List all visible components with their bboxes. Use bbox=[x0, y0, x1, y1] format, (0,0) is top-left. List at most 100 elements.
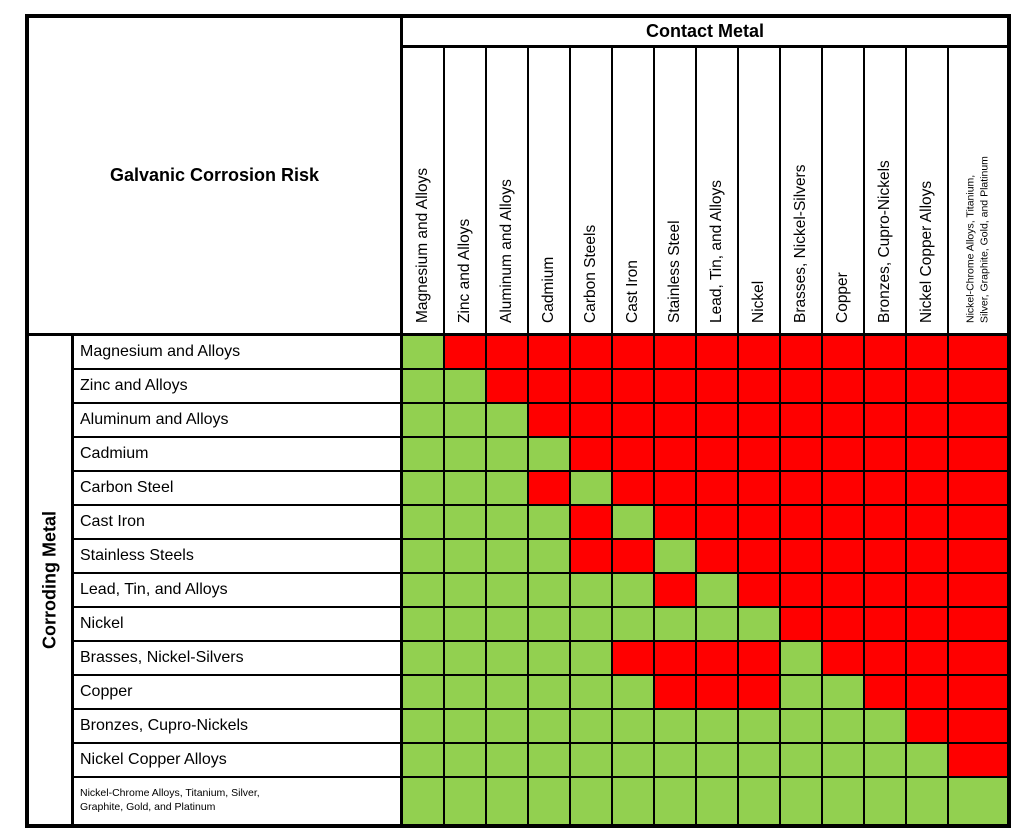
corrosion-risk-table: Galvanic Corrosion Risk Contact Metal Co… bbox=[25, 14, 1011, 828]
risk-cell bbox=[907, 608, 949, 642]
risk-cell bbox=[865, 710, 907, 744]
risk-cell bbox=[823, 370, 865, 404]
risk-cell bbox=[823, 472, 865, 506]
column-header-contact-metal: Cadmium bbox=[529, 48, 571, 336]
risk-cell bbox=[487, 642, 529, 676]
row-header-corroding-metal: Nickel Copper Alloys bbox=[74, 744, 403, 778]
risk-cell bbox=[571, 540, 613, 574]
column-header-contact-metal: Cast Iron bbox=[613, 48, 655, 336]
risk-cell bbox=[781, 404, 823, 438]
risk-cell bbox=[739, 506, 781, 540]
row-header-corroding-metal: Stainless Steels bbox=[74, 540, 403, 574]
risk-cell bbox=[613, 778, 655, 824]
risk-cell bbox=[487, 336, 529, 370]
risk-cell bbox=[781, 472, 823, 506]
column-header-label: Brasses, Nickel-Silvers bbox=[792, 164, 809, 323]
risk-cell bbox=[571, 370, 613, 404]
risk-cell bbox=[571, 642, 613, 676]
risk-cell bbox=[445, 574, 487, 608]
row-header-corroding-metal: Bronzes, Cupro-Nickels bbox=[74, 710, 403, 744]
risk-cell bbox=[907, 438, 949, 472]
column-header-label: Bronzes, Cupro-Nickels bbox=[876, 159, 893, 323]
risk-cell bbox=[781, 506, 823, 540]
column-header-contact-metal: Bronzes, Cupro-Nickels bbox=[865, 48, 907, 336]
column-header-contact-metal: Brasses, Nickel-Silvers bbox=[781, 48, 823, 336]
risk-cell bbox=[529, 778, 571, 824]
row-header-corroding-metal: Magnesium and Alloys bbox=[74, 336, 403, 370]
risk-cell bbox=[655, 472, 697, 506]
risk-cell bbox=[403, 574, 445, 608]
risk-cell bbox=[445, 404, 487, 438]
risk-cell bbox=[403, 710, 445, 744]
risk-cell bbox=[865, 336, 907, 370]
risk-cell bbox=[697, 676, 739, 710]
risk-cell bbox=[865, 472, 907, 506]
risk-cell bbox=[865, 540, 907, 574]
risk-cell bbox=[865, 778, 907, 824]
risk-cell bbox=[445, 438, 487, 472]
column-header-contact-metal: Copper bbox=[823, 48, 865, 336]
risk-cell bbox=[865, 744, 907, 778]
risk-cell bbox=[907, 540, 949, 574]
risk-cell bbox=[403, 506, 445, 540]
column-header-label: Nickel Copper Alloys bbox=[918, 180, 935, 323]
risk-cell bbox=[739, 608, 781, 642]
risk-cell bbox=[697, 404, 739, 438]
row-header-corroding-metal: Brasses, Nickel-Silvers bbox=[74, 642, 403, 676]
risk-cell bbox=[613, 608, 655, 642]
corroding-metal-axis-header: Corroding Metal bbox=[29, 336, 74, 824]
risk-cell bbox=[949, 472, 1007, 506]
risk-cell bbox=[445, 744, 487, 778]
risk-cell bbox=[445, 710, 487, 744]
risk-cell bbox=[697, 608, 739, 642]
risk-cell bbox=[781, 778, 823, 824]
risk-cell bbox=[571, 506, 613, 540]
risk-cell bbox=[739, 642, 781, 676]
risk-cell bbox=[781, 710, 823, 744]
risk-cell bbox=[529, 370, 571, 404]
risk-cell bbox=[865, 574, 907, 608]
risk-cell bbox=[823, 540, 865, 574]
risk-cell bbox=[613, 506, 655, 540]
risk-cell bbox=[571, 336, 613, 370]
risk-cell bbox=[697, 336, 739, 370]
column-header-label: Zinc and Alloys bbox=[456, 218, 473, 323]
risk-cell bbox=[445, 540, 487, 574]
column-header-contact-metal: Aluminum and Alloys bbox=[487, 48, 529, 336]
risk-cell bbox=[865, 676, 907, 710]
column-header-label: Cast Iron bbox=[624, 259, 641, 323]
risk-cell bbox=[781, 370, 823, 404]
risk-cell bbox=[445, 336, 487, 370]
row-header-corroding-metal: Carbon Steel bbox=[74, 472, 403, 506]
risk-cell bbox=[907, 370, 949, 404]
risk-cell bbox=[823, 608, 865, 642]
risk-cell bbox=[739, 778, 781, 824]
risk-cell bbox=[487, 438, 529, 472]
risk-cell bbox=[907, 710, 949, 744]
risk-cell bbox=[823, 574, 865, 608]
risk-cell bbox=[865, 438, 907, 472]
risk-cell bbox=[445, 370, 487, 404]
risk-cell bbox=[613, 370, 655, 404]
risk-cell bbox=[823, 336, 865, 370]
risk-cell bbox=[907, 676, 949, 710]
risk-cell bbox=[487, 404, 529, 438]
risk-cell bbox=[403, 744, 445, 778]
row-header-corroding-metal: Nickel-Chrome Alloys, Titanium, Silver, … bbox=[74, 778, 403, 824]
column-header-label: Copper bbox=[834, 271, 851, 323]
risk-cell bbox=[445, 676, 487, 710]
risk-cell bbox=[403, 472, 445, 506]
risk-cell bbox=[781, 438, 823, 472]
risk-cell bbox=[949, 676, 1007, 710]
row-header-corroding-metal: Cast Iron bbox=[74, 506, 403, 540]
risk-cell bbox=[487, 608, 529, 642]
risk-cell bbox=[571, 744, 613, 778]
risk-cell bbox=[823, 710, 865, 744]
risk-cell bbox=[571, 608, 613, 642]
risk-cell bbox=[655, 506, 697, 540]
risk-cell bbox=[781, 744, 823, 778]
risk-cell bbox=[613, 744, 655, 778]
risk-cell bbox=[823, 506, 865, 540]
risk-cell bbox=[487, 744, 529, 778]
risk-cell bbox=[739, 370, 781, 404]
